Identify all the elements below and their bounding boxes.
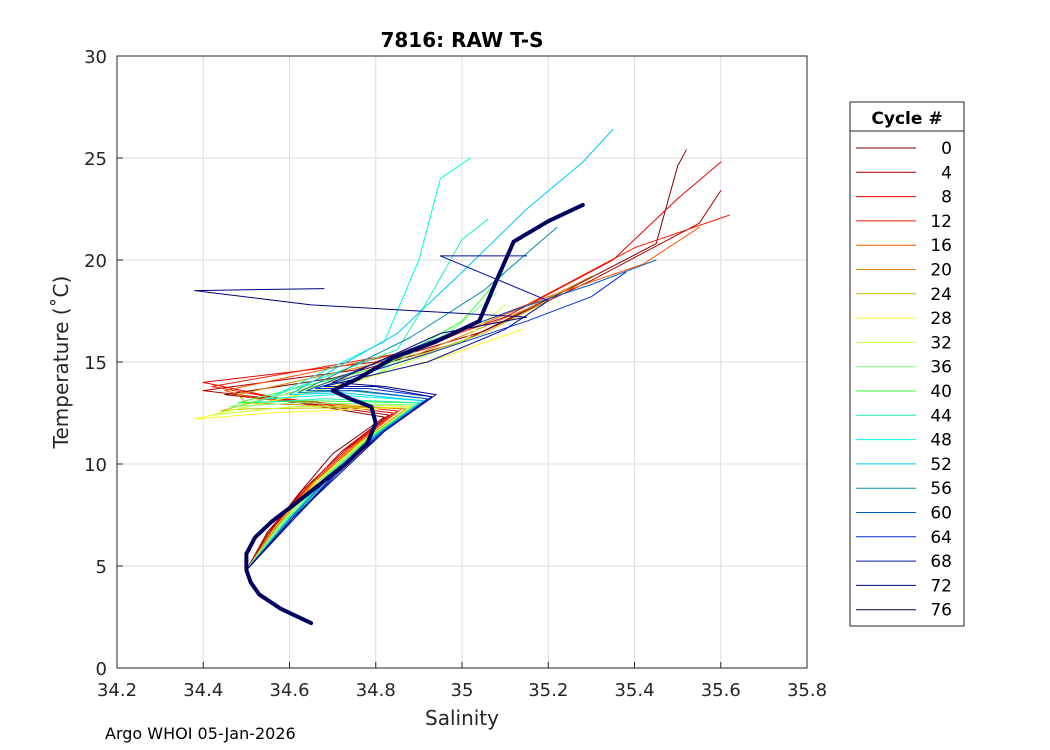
- x-tick-label-1: 34.4: [183, 680, 223, 701]
- x-axis-label: Salinity: [425, 706, 499, 730]
- legend-label-64: 64: [930, 528, 952, 548]
- legend-label-40: 40: [930, 382, 952, 402]
- series-line-cycle-56: [245, 226, 558, 571]
- legend-label-20: 20: [930, 261, 952, 281]
- legend-label-24: 24: [930, 285, 952, 305]
- legend-label-48: 48: [930, 431, 952, 451]
- legend-label-56: 56: [930, 479, 952, 499]
- chart-title: 7816: RAW T-S: [380, 28, 543, 52]
- legend-label-52: 52: [930, 455, 952, 475]
- y-tick-label-3: 15: [84, 353, 107, 374]
- legend-label-0: 0: [941, 139, 952, 159]
- series-line-cycle-68: [245, 255, 549, 571]
- series-lines: [194, 128, 730, 626]
- y-tick-label-6: 30: [84, 47, 107, 68]
- series-line-cycle-72: [194, 288, 528, 571]
- legend-label-68: 68: [930, 552, 952, 572]
- x-tick-label-7: 35.6: [701, 680, 741, 701]
- legend-label-44: 44: [930, 406, 952, 426]
- y-tick-label-5: 25: [84, 149, 107, 170]
- legend-label-28: 28: [930, 309, 952, 329]
- grid: [116, 55, 808, 669]
- y-tick-label-4: 20: [84, 251, 107, 272]
- series-line-cycle-4: [202, 190, 722, 571]
- x-tick-label-2: 34.6: [269, 680, 309, 701]
- axis-ticks: 34.2 34.4 34.6 34.8 35 35.2 35.4 35.6 35.8 0 5 10 15…: [84, 47, 827, 701]
- legend-label-12: 12: [930, 212, 952, 232]
- legend-label-32: 32: [930, 333, 952, 353]
- series-line-cycle-20: [237, 275, 592, 571]
- legend-title: Cycle #: [871, 109, 942, 129]
- legend-label-76: 76: [930, 601, 952, 621]
- legend-label-36: 36: [930, 358, 952, 378]
- legend-label-16: 16: [930, 236, 952, 256]
- series-line-cycle-8: [202, 161, 722, 571]
- legend: Cycle #048121620242832364044485256606468…: [849, 101, 965, 627]
- x-tick-label-5: 35.2: [528, 680, 568, 701]
- series-line-cycle-64: [245, 271, 627, 571]
- legend-label-72: 72: [930, 576, 952, 596]
- x-tick-label-6: 35.4: [614, 680, 654, 701]
- legend-label-8: 8: [941, 188, 952, 208]
- footer-credit: Argo WHOI 05-Jan-2026: [105, 724, 296, 743]
- series-line-cycle-60: [245, 259, 657, 571]
- x-tick-label-3: 34.8: [356, 680, 396, 701]
- legend-label-60: 60: [930, 504, 952, 524]
- y-tick-label-0: 0: [96, 659, 107, 680]
- series-line-cycle-0: [224, 149, 687, 571]
- y-tick-label-2: 10: [84, 455, 107, 476]
- series-line-cycle-32: [211, 304, 506, 571]
- x-tick-label-8: 35.8: [787, 680, 827, 701]
- series-line-cycle-76: [244, 202, 585, 626]
- legend-box: [849, 101, 965, 627]
- y-axis-label: Temperature (˚C): [49, 276, 73, 450]
- x-tick-label-4: 35: [451, 680, 474, 701]
- legend-label-4: 4: [941, 163, 952, 183]
- x-tick-label-0: 34.2: [97, 680, 137, 701]
- y-tick-label-1: 5: [96, 557, 107, 578]
